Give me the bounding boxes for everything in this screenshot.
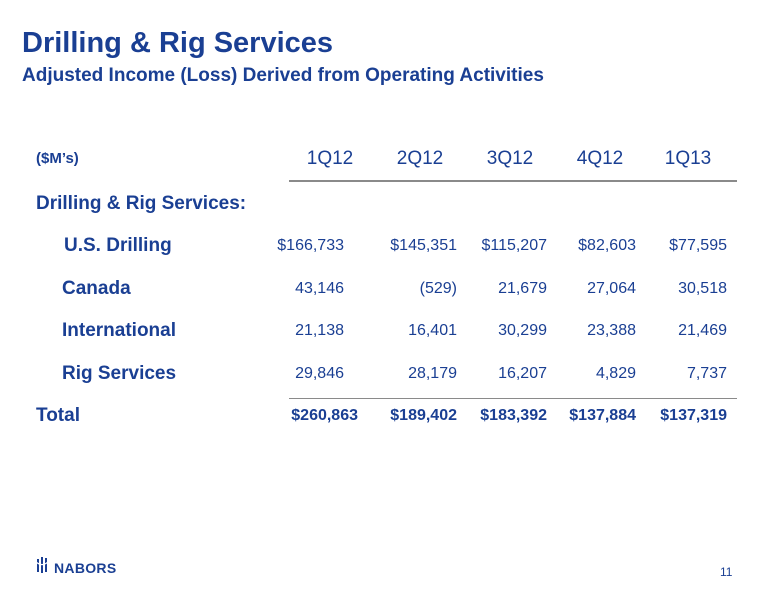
table-cell: 23,388 bbox=[587, 322, 636, 339]
table-cell: 21,679 bbox=[498, 280, 547, 297]
total-cell: $260,863 bbox=[291, 407, 358, 424]
table-cell: $166,733 bbox=[277, 237, 344, 254]
table-cell: 16,401 bbox=[408, 322, 457, 339]
section-label: Drilling & Rig Services: bbox=[36, 193, 247, 214]
row-label-us-drilling: U.S. Drilling bbox=[64, 235, 172, 256]
table-cell: 29,846 bbox=[295, 365, 344, 382]
total-divider bbox=[289, 398, 737, 399]
total-cell: $183,392 bbox=[480, 407, 547, 424]
table-cell: 21,469 bbox=[678, 322, 727, 339]
page-number: 11 bbox=[720, 565, 733, 579]
nabors-logo-icon bbox=[35, 556, 51, 579]
table-cell: 30,299 bbox=[498, 322, 547, 339]
total-cell: $137,884 bbox=[569, 407, 636, 424]
total-cell: $137,319 bbox=[660, 407, 727, 424]
row-label-canada: Canada bbox=[62, 278, 131, 299]
total-cell: $189,402 bbox=[390, 407, 457, 424]
table-cell: 28,179 bbox=[408, 365, 457, 382]
row-label-international: International bbox=[62, 320, 177, 341]
table-cell: 30,518 bbox=[678, 280, 727, 297]
table-cell: $77,595 bbox=[669, 237, 727, 254]
company-logo: NABORS bbox=[35, 556, 117, 579]
table-cell: 16,207 bbox=[498, 365, 547, 382]
slide-title: Drilling & Rig Services bbox=[22, 27, 334, 59]
unit-label: ($M’s) bbox=[36, 150, 79, 167]
header-divider bbox=[289, 180, 737, 182]
table-cell: 27,064 bbox=[587, 280, 636, 297]
slide-subtitle: Adjusted Income (Loss) Derived from Oper… bbox=[22, 65, 544, 86]
table-cell: 7,737 bbox=[686, 365, 727, 382]
logo-wordmark: NABORS bbox=[54, 559, 117, 576]
row-label-total: Total bbox=[36, 405, 80, 426]
table-cell: (529) bbox=[419, 280, 457, 297]
table-cell: $82,603 bbox=[578, 237, 636, 254]
column-header: 1Q13 bbox=[664, 148, 712, 169]
table-cell: $115,207 bbox=[481, 237, 547, 254]
column-header: 4Q12 bbox=[576, 148, 624, 169]
row-label-rig-services: Rig Services bbox=[62, 363, 177, 384]
table-cell: $145,351 bbox=[390, 237, 457, 254]
column-header: 3Q12 bbox=[486, 148, 534, 169]
column-header: 2Q12 bbox=[396, 148, 444, 169]
table-cell: 21,138 bbox=[295, 322, 344, 339]
column-header: 1Q12 bbox=[306, 148, 354, 169]
table-cell: 4,829 bbox=[595, 365, 636, 382]
table-cell: 43,146 bbox=[295, 280, 344, 297]
